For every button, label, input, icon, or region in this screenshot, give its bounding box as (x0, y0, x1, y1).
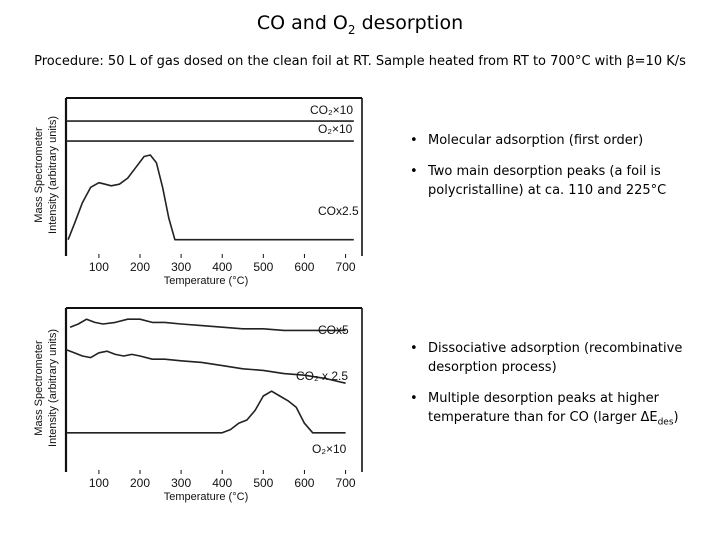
series-line (65, 348, 346, 384)
x-tick-label: 700 (336, 476, 356, 490)
co-desorption-plot: 100 200 300 400 500 600 700 Temperature (°C) Int… (33, 97, 363, 287)
series-label: COx2.5 (318, 204, 359, 218)
series-label: O₂×10 (318, 122, 353, 136)
x-tick-label: 600 (294, 476, 314, 490)
series-label: O₂×10 (312, 442, 347, 456)
x-tick-label: 500 (253, 476, 273, 490)
x-axis-label: Temperature (°C) (164, 491, 248, 503)
x-tick-label: 100 (89, 476, 109, 490)
series-label: CO₂ x 2.5 (296, 369, 348, 383)
bullet-dissociative-adsorption: Dissociative adsorption (recombinative d… (408, 339, 708, 377)
o2-desorption-chart: 100 200 300 400 500 600 700 Temperature (°C) Int… (0, 300, 380, 515)
bullet-two-peaks: Two main desorption peaks (a foil is pol… (408, 162, 708, 200)
series-label: CO₂×10 (310, 103, 353, 117)
x-tick-label: 400 (212, 476, 232, 490)
bullet-molecular-adsorption: Molecular adsorption (first order) (408, 131, 708, 150)
x-tick-label: 200 (130, 476, 150, 490)
procedure-text: Procedure: 50 L of gas dosed on the clea… (34, 54, 686, 69)
o2-bullet-list: Dissociative adsorption (recombinative d… (408, 339, 708, 445)
x-tick-label: 600 (294, 260, 314, 274)
x-tick-label: 500 (253, 260, 273, 274)
series-line (69, 318, 346, 332)
series-line (67, 154, 354, 241)
x-tick-label: 300 (171, 260, 191, 274)
x-axis-label: Temperature (°C) (164, 275, 248, 287)
y-axis-label-line2: Mass Spectrometer (33, 340, 45, 436)
y-axis-label-line1: Intensity (arbitrary units) (47, 329, 59, 447)
co-bullet-list: Molecular adsorption (first order) Two m… (408, 131, 708, 212)
x-tick-label: 100 (89, 260, 109, 274)
o2-desorption-plot: 100 200 300 400 500 600 700 Temperature (°C) Int… (33, 307, 363, 503)
x-tick-label: 300 (171, 476, 191, 490)
x-tick-label: 400 (212, 260, 232, 274)
x-tick-label: 700 (336, 260, 356, 274)
slide-title: CO and O2 desorption (256, 12, 464, 37)
y-axis-label-line2: Mass Spectrometer (33, 127, 45, 223)
series-label: COx5 (318, 323, 349, 337)
series-line (66, 390, 346, 434)
x-tick-label: 200 (130, 260, 150, 274)
y-axis-label-line1: Intensity (arbitrary units) (47, 116, 59, 234)
co-desorption-chart: 100 200 300 400 500 600 700 Temperature (°C) Int… (0, 90, 380, 295)
bullet-multiple-peaks: Multiple desorption peaks at higher temp… (408, 389, 708, 433)
